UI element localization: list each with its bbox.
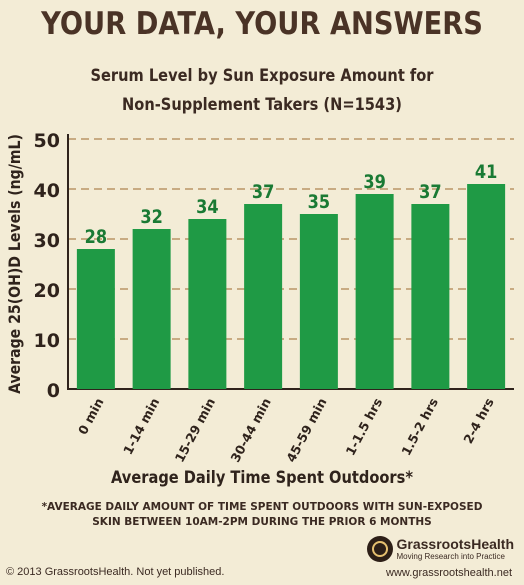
y-tick-label: 40 <box>34 180 60 202</box>
data-label: 32 <box>140 207 162 229</box>
y-tick-label: 0 <box>47 380 60 402</box>
bar-6 <box>411 204 450 389</box>
vitruvian-man-icon <box>366 536 393 562</box>
x-tick-label: 45-59 min <box>283 395 329 464</box>
data-label: 28 <box>85 227 107 249</box>
data-label: 41 <box>475 162 497 184</box>
x-tick-label: 30-44 min <box>227 395 273 464</box>
copyright-text: © 2013 GrassrootsHealth. Not yet publish… <box>6 566 225 578</box>
x-tick-label: 1.5-2 hrs <box>398 395 441 458</box>
y-tick-label: 20 <box>34 280 60 302</box>
footnote-line1: *AVERAGE DAILY AMOUNT OF TIME SPENT OUTD… <box>41 501 483 513</box>
bar-1 <box>132 229 171 389</box>
footnote-line2: SKIN BETWEEN 10AM-2PM DURING THE PRIOR 6… <box>92 516 432 528</box>
bar-4 <box>299 214 338 389</box>
y-axis-title: Average 25(OH)D Levels (ng/mL) <box>5 134 24 394</box>
website-url: www.grassrootshealth.net <box>386 567 512 579</box>
footnote: *AVERAGE DAILY AMOUNT OF TIME SPENT OUTD… <box>40 500 484 530</box>
x-tick-label: 15-29 min <box>172 395 218 464</box>
y-tick-label: 50 <box>34 130 60 152</box>
bar-0 <box>76 249 115 389</box>
chart-title-line1: Serum Level by Sun Exposure Amount for <box>90 66 434 86</box>
bar-2 <box>188 219 227 389</box>
bar-chart: 0 10 20 30 40 50 Average 25(OH)D Levels (ng/mL… <box>5 130 514 465</box>
bar-5 <box>355 194 394 389</box>
x-tick-label: 1-14 min <box>120 395 162 457</box>
data-label: 34 <box>196 197 218 219</box>
bar-3 <box>244 204 283 389</box>
bar-7 <box>467 184 506 389</box>
chart-title-line2: Non-Supplement Takers (N=1543) <box>122 95 402 115</box>
data-label: 39 <box>363 172 385 194</box>
data-label: 37 <box>252 182 274 204</box>
y-tick-label: 10 <box>34 330 60 352</box>
data-label: 35 <box>308 192 330 214</box>
data-label: 37 <box>419 182 441 204</box>
y-tick-label: 30 <box>34 230 60 252</box>
grassrootshealth-logo: GrassrootsHealth Moving Research into Pr… <box>366 536 514 562</box>
x-axis-title: Average Daily Time Spent Outdoors* <box>111 468 413 488</box>
x-tick-label: 0 min <box>75 395 107 437</box>
x-tick-label: 2-4 hrs <box>460 395 496 446</box>
logo-name: GrassrootsHealth <box>396 536 514 552</box>
page-headline: YOUR DATA, YOUR ANSWERS <box>41 6 483 42</box>
x-tick-label: 1-1.5 hrs <box>343 395 386 458</box>
logo-tagline: Moving Research into Practice <box>396 552 506 561</box>
